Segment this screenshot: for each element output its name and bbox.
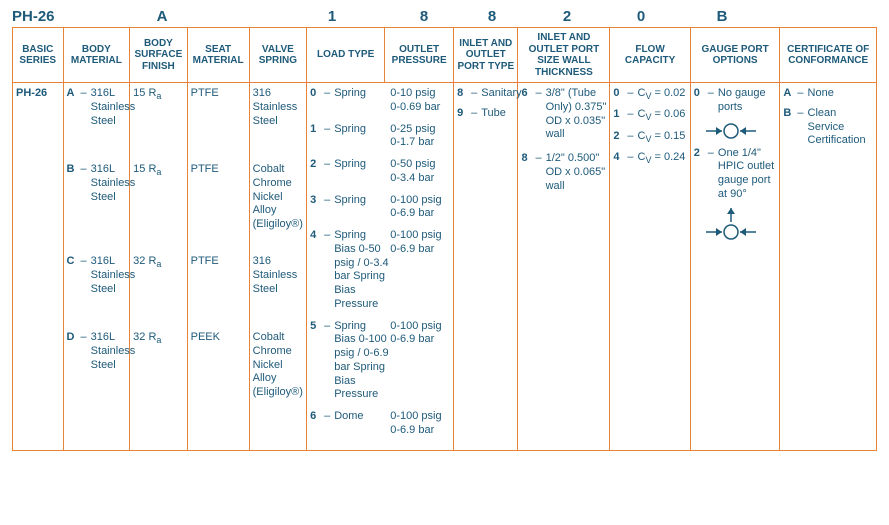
flow-option: 4–CV = 0.24 — [613, 151, 686, 166]
table-body-row: PH-26 A–316L Stainless Steel B–316L Stain… — [13, 83, 877, 451]
col-header: INLET AND OUTLET PORT SIZE WALL THICKNES… — [518, 28, 610, 83]
port-type-option: 9–Tube — [457, 107, 514, 121]
finish-option: 32 Ra — [133, 255, 183, 317]
load-option: 2–Spring0-50 psig0-3.4 bar — [310, 158, 450, 186]
seat-option: PTFE — [191, 87, 246, 149]
col-header: INLET AND OUTLET PORT TYPE — [454, 28, 518, 83]
code-segment: B — [680, 8, 764, 25]
load-option: 0–Spring0-10 psig0-0.69 bar — [310, 87, 450, 115]
finish-option: 15 Ra — [133, 163, 183, 241]
code-segment: 0 — [602, 8, 680, 25]
port-size-option: 6–3/8" (Tube Only) 0.375" OD x 0.035" wa… — [521, 87, 606, 142]
code-segment: A — [56, 8, 268, 25]
ordering-code-row: PH-26A18820B — [12, 8, 877, 25]
spring-option: Cobalt Chrome Nickel Alloy (Eligiloy®) — [253, 331, 303, 409]
body-option: D–316L Stainless Steel — [67, 331, 127, 409]
port-size-option: 8–1/2" 0.500" OD x 0.065" wall — [521, 152, 606, 193]
code-segment: 8 — [452, 8, 532, 25]
load-option: 6–Dome0-100 psig0-6.9 bar — [310, 410, 450, 438]
ordering-options-table: BASIC SERIESBODY MATERIALBODY SURFACE FI… — [12, 27, 877, 451]
load-option: 4–Spring Bias 0-50 psig / 0-3.4 bar Spri… — [310, 229, 450, 312]
cell-port-size: 6–3/8" (Tube Only) 0.375" OD x 0.035" wa… — [518, 83, 610, 451]
col-header: LOAD TYPE — [307, 28, 385, 83]
load-option: 1–Spring0-25 psig0-1.7 bar — [310, 123, 450, 151]
finish-option: 15 Ra — [133, 87, 183, 149]
seat-option: PTFE — [191, 255, 246, 317]
spring-option: 316 Stainless Steel — [253, 87, 303, 149]
body-option: C–316L Stainless Steel — [67, 255, 127, 317]
load-option: 3–Spring0-100 psig0-6.9 bar — [310, 194, 450, 222]
cell-body-finish: 15 Ra 15 Ra 32 Ra 32 Ra — [130, 83, 187, 451]
gauge-diagram-icon — [706, 208, 756, 244]
spring-option: 316 Stainless Steel — [253, 255, 303, 317]
gauge-diagram-icon — [706, 121, 756, 141]
spring-option: Cobalt Chrome Nickel Alloy (Eligiloy®) — [253, 163, 303, 241]
finish-option: 32 Ra — [133, 331, 183, 409]
code-segment: 2 — [532, 8, 602, 25]
cell-valve-spring: 316 Stainless Steel Cobalt Chrome Nickel … — [249, 83, 306, 451]
code-segment: 8 — [396, 8, 452, 25]
cell-cert: A–None B–Clean Service Certification — [780, 83, 877, 451]
port-type-option: 8–Sanitary — [457, 87, 514, 101]
col-header: GAUGE PORT OPTIONS — [690, 28, 780, 83]
col-header: BODY MATERIAL — [63, 28, 130, 83]
cell-basic-series: PH-26 — [13, 83, 64, 451]
cert-option: A–None — [783, 87, 873, 101]
flow-option: 2–CV = 0.15 — [613, 130, 686, 145]
body-option: A–316L Stainless Steel — [67, 87, 127, 149]
col-header: VALVE SPRING — [249, 28, 306, 83]
body-option: B–316L Stainless Steel — [67, 163, 127, 241]
cell-body-material: A–316L Stainless Steel B–316L Stainless S… — [63, 83, 130, 451]
table-header-row: BASIC SERIESBODY MATERIALBODY SURFACE FI… — [13, 28, 877, 83]
seat-option: PEEK — [191, 331, 246, 409]
flow-option: 1–CV = 0.06 — [613, 108, 686, 123]
cell-seat-material: PTFE PTFE PTFE PEEK — [187, 83, 249, 451]
seat-option: PTFE — [191, 163, 246, 241]
col-header: BASIC SERIES — [13, 28, 64, 83]
col-header: BODY SURFACE FINISH — [130, 28, 187, 83]
load-option: 5–Spring Bias 0-100 psig / 0-6.9 bar Spr… — [310, 320, 450, 403]
cell-flow: 0–CV = 0.02 1–CV = 0.06 2–CV = 0.15 4–CV = … — [610, 83, 690, 451]
flow-option: 0–CV = 0.02 — [613, 87, 686, 102]
cell-port-type: 8–Sanitary 9–Tube — [454, 83, 518, 451]
cell-load-and-pressure: 0–Spring0-10 psig0-0.69 bar 1–Spring0-25 … — [307, 83, 454, 451]
cell-gauge: 0–No gauge ports 2–One 1/4" HPIC outlet g… — [690, 83, 780, 451]
col-header: OUTLET PRESSURE — [385, 28, 454, 83]
col-header: CERTIFICATE OF CONFORMANCE — [780, 28, 877, 83]
col-header: SEAT MATERIAL — [187, 28, 249, 83]
gauge-option: 2–One 1/4" HPIC outlet gauge port at 90° — [694, 147, 777, 202]
code-segment: PH-26 — [12, 8, 56, 25]
col-header: FLOW CAPACITY — [610, 28, 690, 83]
code-segment: 1 — [268, 8, 396, 25]
gauge-option: 0–No gauge ports — [694, 87, 777, 115]
cert-option: B–Clean Service Certification — [783, 107, 873, 148]
